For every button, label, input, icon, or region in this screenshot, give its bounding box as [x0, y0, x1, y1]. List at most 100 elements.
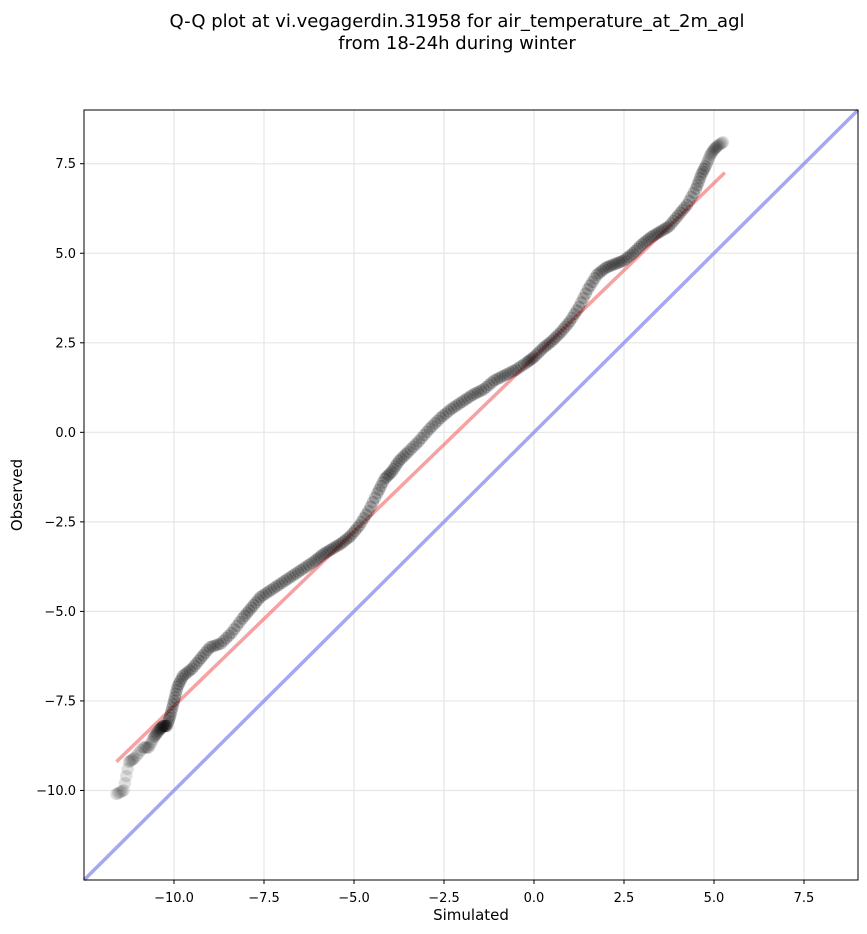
quantile-point [374, 479, 388, 493]
quantile-point [138, 741, 151, 754]
quantile-point [120, 769, 133, 783]
quantile-point [378, 472, 391, 486]
y-tick-label: 2.5 [55, 336, 76, 351]
x-axis-label: Simulated [433, 906, 509, 924]
quantile-point [314, 549, 328, 563]
x-tick-label: −2.5 [428, 891, 460, 906]
quantile-point [305, 556, 318, 570]
chart-title-line-1: Q-Q plot at vi.vegagerdin.31958 for air_… [170, 11, 745, 32]
quantile-point [294, 564, 308, 577]
quantile-point [397, 450, 410, 463]
quantile-point [504, 366, 517, 379]
quantile-point [251, 593, 265, 606]
quantile-point [283, 571, 297, 584]
quantile-point [676, 204, 689, 217]
quantile-point [450, 399, 463, 412]
quantile-point [292, 565, 305, 579]
quantile-point [638, 236, 651, 249]
quantile-points [110, 136, 730, 801]
quantile-point [692, 175, 705, 188]
quantile-point [683, 194, 696, 208]
quantile-point [608, 257, 622, 271]
quantile-point [426, 419, 439, 433]
quantile-point [348, 524, 362, 538]
x-tick-label: −7.5 [248, 891, 280, 906]
quantile-point [662, 220, 676, 233]
quantile-point [278, 574, 291, 588]
quantile-point [442, 405, 455, 418]
quantile-point [707, 143, 721, 156]
quantile-point [548, 332, 561, 345]
quantile-point [247, 598, 260, 612]
quantile-point [297, 562, 310, 575]
axis-ticks: −10.0 −7.5 −5.0 −2.5 0.0 2.5 5.0 7.5 −10.0 −7.5 −5… [36, 157, 814, 906]
quantile-point [230, 619, 244, 632]
quantile-point [130, 749, 143, 762]
quantile-point [185, 662, 199, 675]
x-tick-label: 2.5 [614, 891, 635, 906]
quantile-point [685, 190, 698, 204]
quantile-point [128, 752, 141, 765]
quantile-point [501, 367, 515, 380]
quantile-point [179, 667, 192, 681]
quantile-point [526, 352, 539, 365]
quantile-point [543, 336, 556, 349]
quantile-point [680, 198, 694, 212]
quantile-point [201, 643, 214, 657]
quantile-point [364, 500, 377, 513]
quantile-point [469, 387, 482, 400]
quantile-point [691, 179, 704, 192]
quantile-point [563, 315, 577, 328]
quantile-point [121, 762, 134, 776]
quantile-point [167, 694, 181, 708]
quantile-point [148, 730, 161, 743]
quantile-point [534, 344, 547, 357]
quantile-point [249, 596, 263, 609]
quantile-point [236, 612, 249, 625]
quantile-point [617, 254, 631, 267]
quantile-point [412, 435, 425, 448]
quantile-point [649, 228, 662, 241]
quantile-point [332, 538, 346, 551]
y-tick-label: −10.0 [36, 784, 76, 799]
quantile-point [428, 417, 442, 430]
quantile-point [350, 521, 364, 535]
x-tick-label: 0.0 [524, 891, 545, 906]
quantile-point [647, 229, 660, 242]
quantile-point [536, 341, 550, 355]
quantile-point [339, 533, 353, 546]
quantile-point [579, 287, 592, 300]
quantile-point [660, 221, 673, 234]
quantile-point [418, 428, 431, 442]
quantile-point [289, 567, 302, 580]
quantile-point [552, 328, 565, 341]
quantile-point [588, 272, 601, 285]
quantile-point [286, 569, 299, 582]
quantile-point [141, 741, 154, 754]
quantile-point [254, 590, 267, 604]
quantile-point [392, 454, 406, 468]
quantile-point [708, 142, 722, 155]
quantile-point [376, 476, 389, 489]
quantile-point [622, 250, 635, 264]
quantile-point [644, 230, 658, 244]
quantile-point [557, 323, 570, 336]
quantile-point [522, 354, 535, 368]
quantile-point [157, 719, 171, 733]
quantile-point [382, 469, 395, 482]
quantile-point [423, 422, 436, 435]
quantile-point [162, 714, 175, 727]
quantile-point [590, 268, 604, 281]
quantile-point [256, 589, 270, 602]
quantile-point [156, 720, 169, 734]
quantile-point [115, 785, 128, 798]
quantile-point [335, 537, 348, 550]
quantile-point [631, 242, 644, 255]
quantile-point [165, 705, 178, 718]
quantile-point [445, 402, 458, 416]
quantile-point [458, 393, 471, 407]
plot-area-frame [83, 109, 859, 881]
quantile-point [420, 425, 434, 439]
quantile-point [183, 664, 196, 677]
quantile-point [624, 248, 637, 262]
